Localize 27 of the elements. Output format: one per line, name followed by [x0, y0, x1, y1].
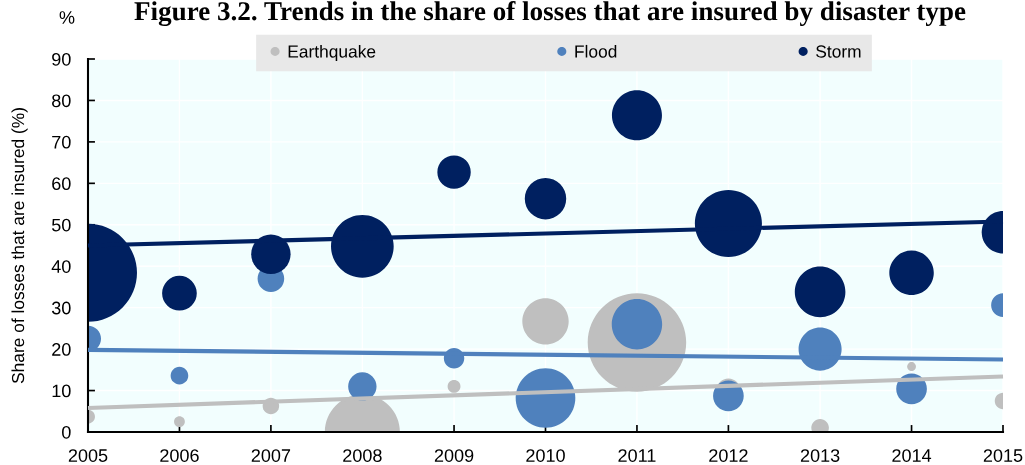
y-axis-title: Share of losses that are insured (%)	[11, 108, 28, 384]
y-tick-label: 20	[52, 343, 71, 356]
x-tick-label: 2012	[709, 449, 748, 462]
x-tick-label: 2010	[526, 449, 565, 462]
text: %	[59, 11, 75, 24]
x-tick-label: 2005	[68, 449, 108, 462]
y-tick-label: 90	[52, 52, 71, 66]
legend-label: Earthquake	[288, 44, 376, 62]
x-tick-label: 2014	[892, 449, 932, 462]
chart-title: Figure 3.2. Trends in the share of losses that are insured by disaster type	[134, 1, 966, 27]
legend-label: Flood	[575, 44, 617, 58]
x-tick-label: 2008	[343, 449, 382, 462]
x-tick-label: 2009	[434, 449, 474, 462]
y-tick-label: 50	[51, 218, 71, 232]
y-tick-label: 30	[51, 301, 71, 315]
y-tick-label: 70	[52, 135, 71, 149]
y-tick-label: 80	[52, 94, 71, 108]
x-tick-label: 2006	[160, 449, 199, 462]
y-tick-label: 40	[51, 260, 71, 273]
x-tick-label: 2013	[800, 449, 840, 462]
x-tick-label: 2011	[618, 449, 656, 462]
x-tick-label: 2015	[983, 449, 1023, 462]
y-tick-label: 0	[62, 425, 71, 439]
legend-label: Storm	[816, 45, 861, 58]
y-tick-label: 10	[52, 384, 71, 398]
y-tick-label: 60	[52, 177, 71, 191]
x-tick-label: 2007	[251, 449, 291, 462]
